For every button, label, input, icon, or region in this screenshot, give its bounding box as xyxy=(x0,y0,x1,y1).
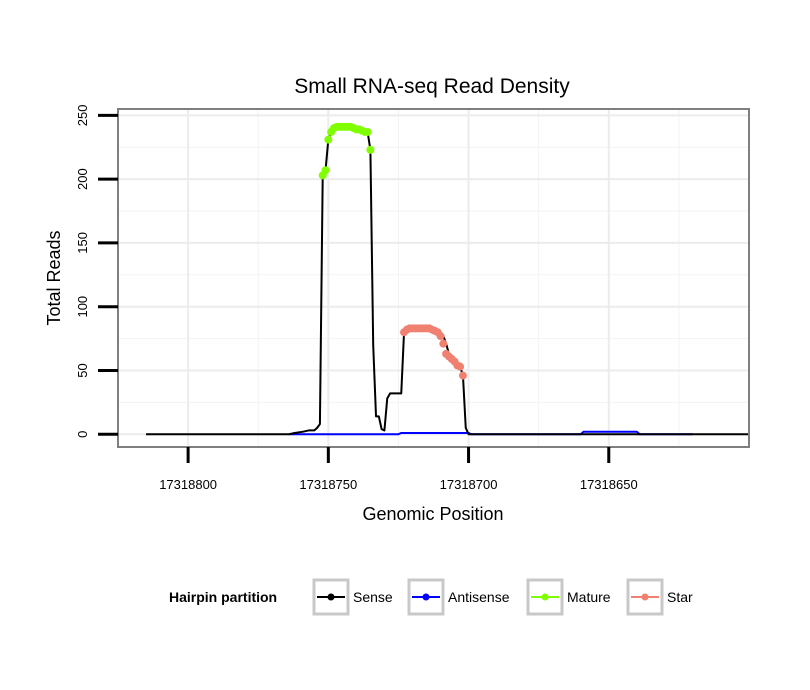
y-tick-label: 0 xyxy=(75,431,90,438)
legend-label: Sense xyxy=(353,589,393,605)
legend-key-point xyxy=(541,593,549,601)
x-axis: 17318800 17318750 17318700 17318650 xyxy=(159,447,638,492)
legend-item-antisense: Antisense xyxy=(407,578,510,616)
y-axis-title: Total Reads xyxy=(44,230,64,325)
x-axis-title: Genomic Position xyxy=(362,504,503,524)
legend-label: Mature xyxy=(567,589,611,605)
legend-key-point xyxy=(422,593,430,601)
data-point-star xyxy=(436,332,445,341)
legend-title: Hairpin partition xyxy=(169,589,277,605)
grid xyxy=(117,109,749,447)
series-mature xyxy=(318,122,375,180)
data-point-mature xyxy=(366,145,375,154)
y-tick-label: 200 xyxy=(75,168,90,190)
legend-label: Antisense xyxy=(448,589,510,605)
legend-item-star: Star xyxy=(626,578,693,616)
x-tick-label: 17318700 xyxy=(440,477,498,492)
data-point-mature xyxy=(363,127,372,136)
y-tick-label: 100 xyxy=(75,296,90,318)
series-line-sense xyxy=(146,125,749,436)
plot-border xyxy=(117,108,750,448)
legend: Hairpin partition Sense Antisense Mature St… xyxy=(169,578,693,616)
data-point-star xyxy=(439,339,448,348)
y-tick-label: 50 xyxy=(75,363,90,377)
legend-label: Star xyxy=(667,589,693,605)
y-tick-label: 250 xyxy=(75,105,90,127)
data-point-mature xyxy=(324,135,333,144)
legend-item-mature: Mature xyxy=(526,578,611,616)
data-point-star xyxy=(458,371,467,380)
data-point-mature xyxy=(321,166,330,175)
chart-title: Small RNA-seq Read Density xyxy=(294,75,570,98)
plot-area xyxy=(118,109,749,447)
legend-key-point xyxy=(327,593,335,601)
legend-item-sense: Sense xyxy=(312,578,393,616)
y-tick-label: 150 xyxy=(75,232,90,254)
data-point-star xyxy=(456,362,465,371)
x-tick-label: 17318650 xyxy=(580,477,638,492)
y-axis: 0 50 100 150 200 250 xyxy=(75,105,118,438)
legend-key-point xyxy=(641,593,649,601)
series-star xyxy=(400,324,467,380)
series-layer xyxy=(146,122,749,436)
x-tick-label: 17318800 xyxy=(159,477,217,492)
x-tick-label: 17318750 xyxy=(299,477,357,492)
legend-entries: Sense Antisense Mature Star xyxy=(312,578,693,616)
series-sense xyxy=(146,125,749,436)
